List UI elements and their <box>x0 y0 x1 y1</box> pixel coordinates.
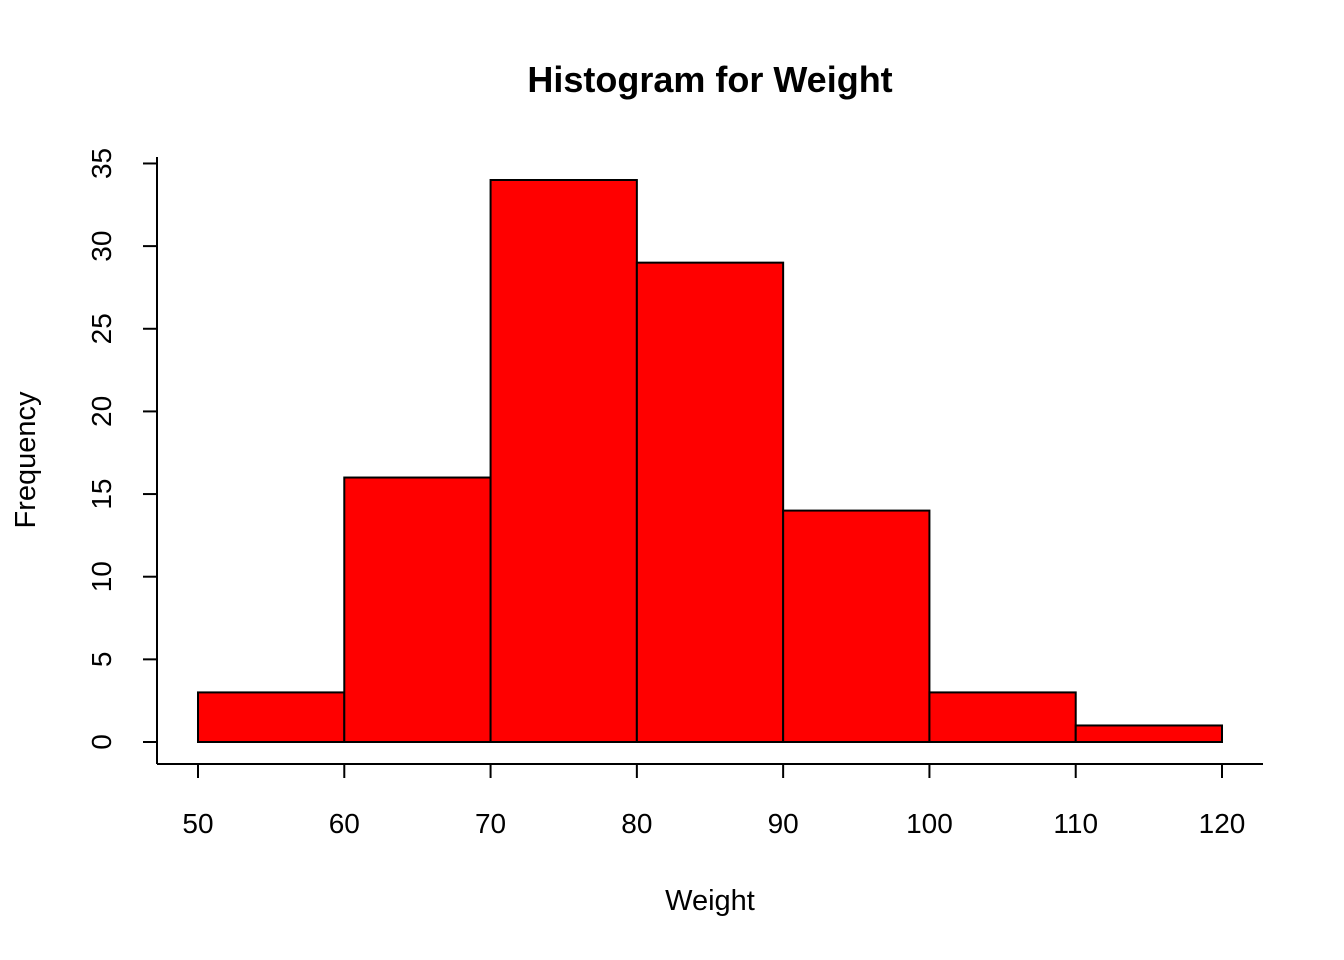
histogram-bar-70-80 <box>489 179 638 743</box>
y-tick-label-0: 0 <box>86 734 117 750</box>
y-axis: 0 5 10 15 20 25 30 35 <box>86 148 158 764</box>
histogram-bar-90-100 <box>782 509 931 743</box>
x-tick-label-100: 100 <box>906 808 953 839</box>
x-tick-label-70: 70 <box>475 808 506 839</box>
y-tick-label-10: 10 <box>86 561 117 592</box>
y-axis-title: Frequency <box>10 391 42 529</box>
x-tick-label-110: 110 <box>1053 808 1098 839</box>
x-tick-label-80: 80 <box>621 808 652 839</box>
y-tick-label-5: 5 <box>86 652 117 668</box>
histogram-bar-80-90 <box>635 261 785 743</box>
histogram-bar-110-120 <box>1074 724 1223 743</box>
histogram-bar-60-70 <box>343 476 492 743</box>
x-tick-label-60: 60 <box>329 808 360 839</box>
y-tick-label-15: 15 <box>86 478 117 509</box>
y-tick-label-25: 25 <box>86 313 117 344</box>
histogram-bars <box>197 179 1223 743</box>
x-axis: 50 60 70 80 90 100 110 120 <box>157 763 1263 839</box>
x-tick-label-50: 50 <box>182 808 213 839</box>
x-tick-label-120: 120 <box>1199 808 1246 839</box>
x-axis-title: Weight <box>665 885 755 917</box>
histogram-bar-100-110 <box>928 691 1077 743</box>
x-tick-label-90: 90 <box>768 808 799 839</box>
y-tick-label-35: 35 <box>86 148 117 179</box>
chart-title: Histogram for Weight <box>527 59 892 100</box>
y-tick-label-20: 20 <box>86 396 117 427</box>
histogram-bar-50-60 <box>197 691 346 743</box>
y-tick-label-30: 30 <box>86 231 117 262</box>
